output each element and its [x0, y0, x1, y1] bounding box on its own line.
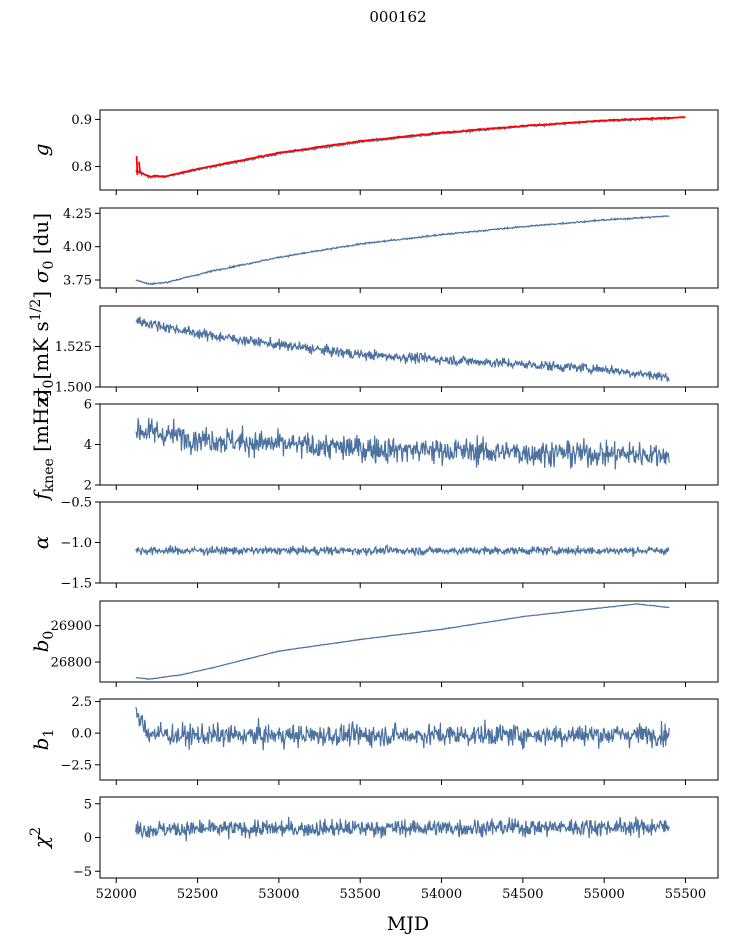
y-tick-label-alpha: −1.0	[60, 536, 92, 551]
y-tick-label-sigma0-du: 3.75	[63, 274, 92, 289]
y-axis-label-b0: b0	[29, 631, 57, 653]
y-tick-label-b0: 26800	[51, 656, 92, 671]
y-tick-label-fknee: 4	[84, 438, 92, 453]
series-line-alpha	[135, 543, 670, 558]
series-line-b1	[135, 706, 670, 751]
axes-frame-alpha	[99, 501, 719, 584]
axes-frame-sigma0-mk	[99, 305, 719, 388]
x-tick-label: 52000	[96, 887, 137, 902]
y-axis-label-sigma0-mk: σ0[mK s1/2]	[28, 291, 57, 402]
y-tick-label-b1: −2.5	[60, 758, 92, 773]
x-tick-label: 52500	[177, 887, 218, 902]
series-line-fknee	[135, 417, 670, 470]
y-tick-label-sigma0-du: 4.00	[63, 240, 92, 255]
y-tick-label-b1: 0.0	[71, 727, 92, 742]
y-tick-label-b1: 2.5	[71, 695, 92, 710]
panel-chi2: −5 0 5 52000 52500 53000 53500 54000 54500 55000 5…	[28, 796, 719, 902]
y-tick-label-chi2: 5	[84, 797, 92, 812]
x-tick-label: 54500	[502, 887, 543, 902]
y-tick-label-fknee: 6	[84, 398, 92, 413]
x-tick-label: 53500	[340, 887, 381, 902]
y-tick-label-sigma0-mk: 1.525	[55, 340, 92, 355]
y-axis-label-chi2: χ2	[28, 827, 53, 850]
axes-frame-sigma0-du	[99, 207, 719, 289]
panel-b1: −2.5 0.0 2.5 b1	[29, 695, 719, 785]
fit-spike	[135, 156, 141, 175]
y-tick-label-sigma0-du: 4.25	[63, 207, 92, 222]
y-tick-label-g: 0.9	[71, 113, 92, 128]
panel-g: 0.8 0.9 g	[29, 109, 719, 195]
fit-line-g	[135, 116, 686, 178]
y-tick-label-fknee: 2	[84, 479, 92, 494]
panels: 0.8 0.9 g 3.75 4.00 4.25 σ0 [du] 1.500 1.525σ0[m…	[28, 109, 719, 902]
series-line-chi2	[135, 816, 670, 842]
x-axis-label: MJD	[387, 913, 429, 935]
y-tick-label-sigma0-mk: 1.500	[55, 381, 92, 396]
axes-frame-b0	[99, 600, 719, 683]
figure-title: 000162	[369, 8, 426, 26]
axes-frame-b1	[99, 698, 719, 781]
y-axis-label-g: g	[29, 144, 53, 157]
axes-frame-chi2	[99, 796, 719, 879]
y-axis-label-fknee: fknee [mHz]	[29, 389, 57, 501]
y-tick-label-g: 0.8	[71, 160, 92, 175]
panel-alpha: −1.5 −1.0 −0.5 α	[29, 496, 719, 592]
series-line-g	[135, 116, 670, 180]
x-tick-label: 55500	[665, 887, 706, 902]
y-tick-label-chi2: 0	[84, 831, 92, 846]
y-tick-label-b0: 26900	[51, 619, 92, 634]
y-tick-label-alpha: −0.5	[60, 496, 92, 511]
y-tick-label-alpha: −1.5	[60, 577, 92, 592]
y-axis-label-b1: b1	[29, 729, 57, 751]
panel-fknee: 2 4 6 fknee [mHz]	[29, 389, 719, 502]
axes-frame-g	[99, 109, 719, 191]
y-tick-label-chi2: −5	[73, 865, 92, 880]
y-axis-label-alpha: α	[29, 535, 53, 549]
x-tick-label: 55000	[583, 887, 624, 902]
x-tick-label: 53000	[258, 887, 299, 902]
x-tick-label: 54000	[421, 887, 462, 902]
series-line-sigma0-mk	[135, 316, 670, 382]
series-line-sigma0-du	[135, 214, 670, 286]
series-line-b0	[135, 603, 670, 680]
y-axis-label-sigma0-du: σ0 [du]	[29, 213, 57, 283]
panel-sigma0-du: 3.75 4.00 4.25 σ0 [du]	[29, 207, 719, 293]
